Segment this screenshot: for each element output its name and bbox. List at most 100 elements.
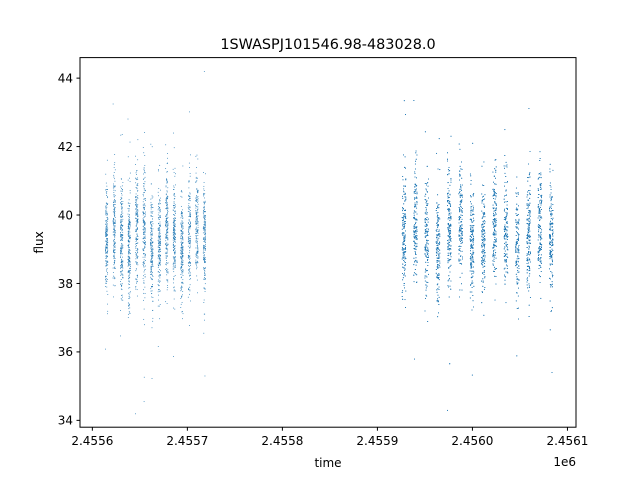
data-point — [165, 208, 167, 209]
data-point — [121, 249, 123, 251]
data-point — [152, 255, 153, 257]
data-point — [182, 275, 184, 276]
data-point — [129, 238, 131, 239]
data-point — [129, 281, 130, 283]
data-point — [122, 239, 123, 241]
data-point — [105, 278, 107, 279]
data-point — [205, 278, 206, 280]
data-point — [173, 233, 174, 235]
data-point — [182, 252, 183, 254]
data-point — [189, 196, 191, 197]
data-point — [122, 225, 124, 226]
data-point — [107, 272, 108, 273]
data-point — [135, 255, 137, 257]
data-point — [174, 275, 176, 276]
data-point — [150, 271, 151, 273]
data-point — [202, 212, 204, 214]
data-point — [135, 182, 137, 184]
data-point — [204, 291, 206, 292]
data-point — [167, 227, 169, 229]
data-point — [181, 235, 183, 237]
data-point — [188, 241, 189, 243]
data-point — [173, 251, 175, 253]
data-point — [182, 233, 184, 234]
data-point — [151, 257, 153, 259]
data-point — [107, 244, 108, 245]
data-point — [135, 177, 137, 179]
data-point — [121, 243, 123, 245]
data-point — [135, 155, 136, 157]
data-point — [181, 246, 183, 248]
data-point — [106, 211, 108, 213]
data-point — [195, 238, 197, 240]
data-point — [166, 207, 168, 209]
data-point — [107, 226, 108, 228]
data-point — [143, 250, 145, 252]
data-point — [181, 238, 183, 239]
data-point — [135, 208, 137, 210]
data-point — [180, 205, 182, 207]
data-point — [128, 305, 130, 307]
data-point — [189, 262, 191, 264]
data-point — [128, 256, 130, 258]
data-point — [173, 214, 174, 215]
data-point — [157, 255, 159, 256]
data-point — [107, 219, 109, 220]
data-point — [144, 205, 146, 207]
data-point — [204, 260, 205, 262]
data-point — [152, 242, 154, 243]
data-point — [174, 246, 176, 248]
data-point — [157, 251, 159, 253]
data-point — [165, 144, 167, 146]
data-point — [128, 227, 129, 229]
data-point — [166, 248, 168, 250]
data-point — [113, 246, 115, 248]
data-point — [181, 233, 183, 235]
data-point — [196, 215, 198, 217]
data-point — [166, 205, 168, 207]
data-point — [120, 134, 122, 136]
data-point — [137, 209, 139, 211]
data-point — [181, 248, 183, 250]
data-point — [129, 312, 131, 314]
data-point — [197, 198, 199, 200]
data-point — [129, 221, 130, 223]
data-point — [182, 256, 183, 257]
data-point — [166, 233, 167, 235]
data-point — [180, 262, 182, 264]
data-point — [196, 216, 197, 217]
data-point — [174, 262, 176, 264]
data-point — [167, 287, 169, 288]
data-point — [152, 210, 154, 212]
data-point — [195, 223, 197, 224]
data-point — [127, 224, 129, 226]
data-point — [122, 228, 123, 230]
data-point — [143, 152, 145, 154]
data-point — [188, 266, 190, 267]
data-point — [196, 212, 197, 214]
data-point — [173, 263, 175, 265]
data-point — [150, 206, 152, 208]
data-point — [203, 192, 205, 194]
data-point — [114, 222, 116, 224]
data-point — [165, 263, 167, 265]
data-point — [181, 212, 183, 214]
data-point — [158, 212, 160, 214]
data-point — [150, 224, 152, 226]
data-point — [120, 251, 122, 253]
data-point — [122, 274, 124, 276]
data-point — [195, 255, 197, 256]
data-point — [188, 233, 190, 235]
data-point — [173, 234, 175, 236]
data-point — [165, 168, 167, 169]
data-point — [188, 208, 189, 210]
data-point — [135, 203, 137, 205]
data-point — [180, 242, 182, 243]
data-point — [159, 275, 161, 277]
data-point — [182, 225, 184, 227]
data-point — [204, 224, 206, 225]
data-points-layer — [104, 71, 554, 415]
data-point — [129, 234, 131, 236]
data-point — [151, 257, 153, 259]
data-point — [143, 187, 145, 189]
